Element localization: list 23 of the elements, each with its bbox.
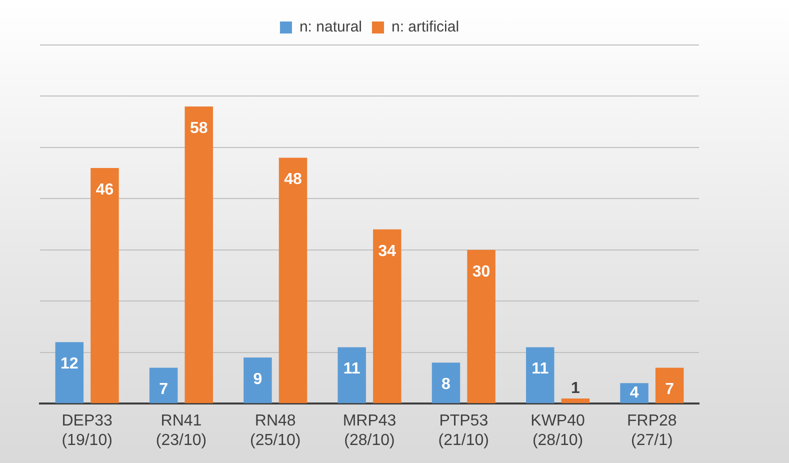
data-label: 11 [532, 360, 549, 378]
data-label: 11 [343, 360, 360, 378]
data-label: 4 [630, 384, 639, 402]
data-label: 7 [665, 381, 674, 398]
x-tick-label: DEP33 (19/10) [62, 412, 113, 449]
x-tick-label: FRP28 (27/1) [627, 412, 677, 449]
data-label: 8 [442, 376, 451, 394]
data-label: 9 [253, 370, 262, 388]
legend-label: n: artificial [392, 18, 460, 36]
data-label: 1 [570, 380, 580, 397]
legend-label: n: natural [299, 18, 362, 36]
x-tick-label: PTP53 (21/10) [438, 412, 489, 449]
x-tick-label: RN48 (25/10) [250, 412, 301, 449]
x-tick-label: MRP43 (28/10) [342, 412, 396, 449]
data-label: 12 [60, 356, 78, 373]
x-tick-label: KWP40 (28/10) [530, 412, 586, 449]
data-label: 46 [96, 181, 114, 198]
data-label: 48 [284, 171, 302, 188]
x-tick-label: RN41 (23/10) [156, 412, 207, 449]
data-label: 30 [472, 263, 490, 280]
data-label: 34 [378, 242, 396, 260]
data-label: 58 [190, 120, 208, 137]
data-label: 7 [159, 381, 168, 398]
